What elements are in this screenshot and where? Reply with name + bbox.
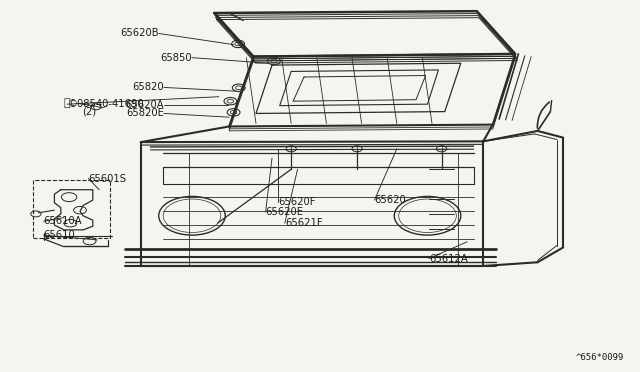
Text: (2): (2)	[82, 107, 96, 116]
Text: 65610A: 65610A	[44, 217, 82, 226]
Text: 65601S: 65601S	[88, 174, 126, 183]
Text: Ⓢ: Ⓢ	[64, 99, 70, 108]
Text: ^656*0099: ^656*0099	[575, 353, 624, 362]
Text: 65620B: 65620B	[120, 29, 159, 38]
Text: 65612A: 65612A	[429, 254, 468, 263]
Text: 65620F: 65620F	[278, 197, 316, 206]
Text: 65820: 65820	[132, 83, 164, 92]
Text: 65610: 65610	[44, 230, 76, 240]
Text: 65620E: 65620E	[266, 207, 303, 217]
Text: 65620: 65620	[374, 195, 406, 205]
Text: 65850: 65850	[161, 53, 192, 62]
Text: 65620A: 65620A	[125, 100, 164, 110]
Text: ©08540-41690: ©08540-41690	[67, 99, 144, 109]
Text: 65820E: 65820E	[126, 109, 164, 118]
Text: 65621F: 65621F	[285, 218, 323, 228]
